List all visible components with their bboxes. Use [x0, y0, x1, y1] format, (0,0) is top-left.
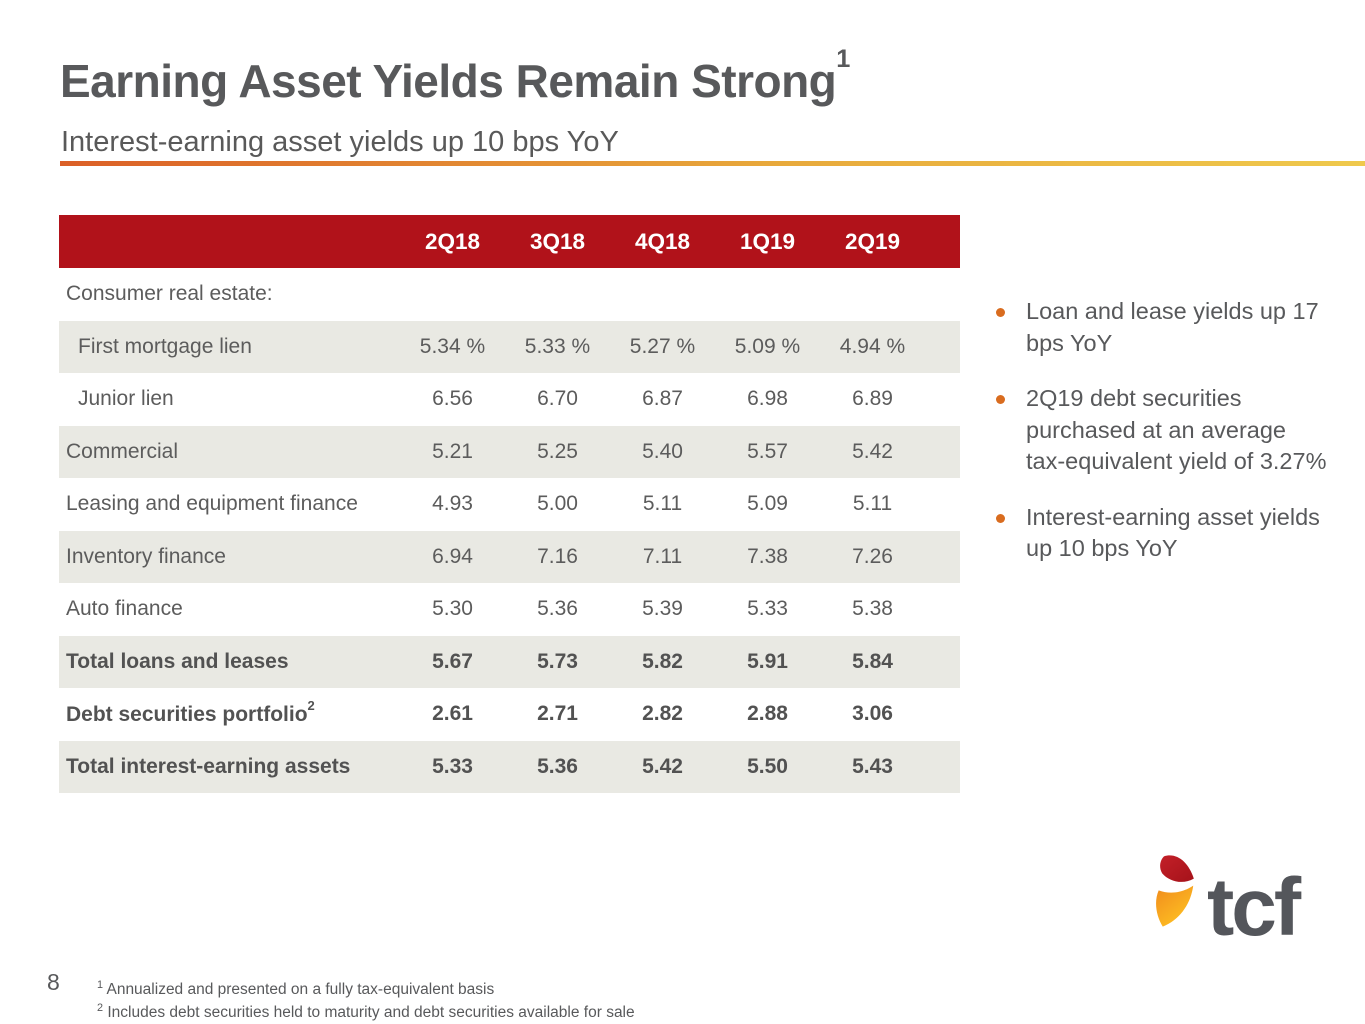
- row-value: 5.36: [537, 597, 578, 621]
- row-label: First mortgage lien: [78, 334, 252, 358]
- page-number: 8: [47, 969, 60, 995]
- row-value: 5.36: [537, 754, 578, 778]
- table-row: Total loans and leases 5.67 5.73 5.82 5.91 5.…: [59, 635, 960, 688]
- table-row: Inventory finance 6.94 7.16 7.11 7.38 7.26: [59, 530, 960, 583]
- highlight-item: Interest-earning asset yields up 10 bps …: [996, 502, 1341, 565]
- row-label: Total interest-earning assets: [66, 754, 351, 778]
- tcf-logo: tcf: [1152, 850, 1301, 954]
- row-value: 5.33: [432, 754, 473, 778]
- row-value: 5.82: [642, 649, 683, 673]
- row-value: 5.91: [747, 649, 788, 673]
- row-value: 5.25: [537, 439, 578, 463]
- row-value: 7.16: [537, 544, 578, 568]
- row-value: 5.39: [642, 597, 683, 621]
- column-header-4q18: 4Q18: [634, 228, 691, 254]
- row-value: 5.33: [747, 597, 788, 621]
- column-header-2q19: 2Q19: [844, 228, 901, 254]
- row-label: Auto finance: [66, 597, 183, 621]
- row-value: 4.94 %: [839, 334, 906, 358]
- highlight-text: Interest-earning asset yields up 10 bps …: [1026, 503, 1320, 562]
- row-value: 7.38: [747, 544, 788, 568]
- title-footnote-ref: 1: [836, 44, 850, 73]
- row-value: 2.71: [537, 702, 578, 726]
- row-value: 5.33 %: [524, 334, 591, 358]
- row-value: 2.61: [432, 702, 473, 726]
- table-row: Leasing and equipment finance 4.93 5.00 5.1…: [59, 478, 960, 531]
- row-value: 4.93: [432, 492, 473, 516]
- row-value: 6.56: [432, 387, 473, 411]
- row-value: 5.11: [852, 492, 893, 516]
- accent-divider: [60, 161, 1365, 166]
- row-value: 3.06: [852, 702, 893, 726]
- row-label: Junior lien: [78, 387, 174, 411]
- row-value: 5.73: [537, 649, 578, 673]
- row-value: 6.89: [852, 387, 893, 411]
- row-value: 5.34 %: [419, 334, 486, 358]
- table-row: First mortgage lien 5.34 % 5.33 % 5.27 % 5.0…: [59, 320, 960, 373]
- highlight-item: 2Q19 debt securities purchased at an ave…: [996, 383, 1341, 478]
- highlight-text: Loan and lease yields up 17 bps YoY: [1026, 298, 1319, 356]
- table-row: Commercial 5.21 5.25 5.40 5.57 5.42: [59, 425, 960, 478]
- table-row: Consumer real estate:: [59, 268, 960, 321]
- row-value: 6.94: [432, 544, 473, 568]
- row-label: Total loans and leases: [66, 649, 289, 673]
- table-row: Debt securities portfolio2 2.61 2.71 2.82 2.…: [59, 688, 960, 741]
- row-label-footnote-ref: 2: [307, 701, 315, 713]
- row-value: 5.00: [537, 492, 578, 516]
- row-label: Commercial: [66, 439, 179, 463]
- yields-table-header: 2Q18 3Q18 4Q18 1Q19 2Q19: [59, 215, 960, 268]
- row-value: 5.84: [852, 649, 893, 673]
- row-label: Consumer real estate:: [66, 282, 273, 306]
- row-value: 5.42: [852, 439, 893, 463]
- column-header-1q19: 1Q19: [739, 228, 796, 254]
- row-value: 5.38: [852, 597, 893, 621]
- row-value: 5.11: [642, 492, 683, 516]
- bullet-dot-icon: [996, 513, 1005, 523]
- row-value: 5.09: [747, 492, 788, 516]
- row-value: 5.67: [432, 649, 473, 673]
- row-value: 6.87: [642, 387, 683, 411]
- row-value: 7.26: [852, 544, 893, 568]
- page-subtitle: Interest-earning asset yields up 10 bps …: [61, 126, 619, 158]
- row-value: 2.82: [642, 702, 683, 726]
- row-value: 5.50: [747, 754, 788, 778]
- row-value: 5.40: [642, 439, 683, 463]
- row-value: 6.98: [747, 387, 788, 411]
- row-value: 2.88: [747, 702, 788, 726]
- row-value: 5.42: [642, 754, 683, 778]
- tcf-logo-text: tcf: [1207, 862, 1301, 954]
- row-value: 6.70: [537, 387, 578, 411]
- yields-table: 2Q18 3Q18 4Q18 1Q19 2Q19 Consumer real estat…: [59, 215, 960, 793]
- footnote-marker: 2: [97, 1002, 104, 1015]
- row-label: Inventory finance: [66, 544, 226, 568]
- column-header-3q18: 3Q18: [529, 228, 586, 254]
- column-header-2q18: 2Q18: [424, 228, 481, 254]
- highlights-list: Loan and lease yields up 17 bps YoY 2Q19 …: [996, 296, 1341, 589]
- row-label: Leasing and equipment finance: [66, 492, 358, 516]
- page-title: Earning Asset Yields Remain Strong1: [60, 45, 850, 108]
- footnote: 2 Includes debt securities held to matur…: [97, 1002, 635, 1022]
- row-value: 7.11: [642, 544, 683, 568]
- row-value: 5.30: [432, 597, 473, 621]
- row-value: 5.43: [852, 754, 893, 778]
- highlight-text: 2Q19 debt securities purchased at an ave…: [1026, 385, 1327, 474]
- tcf-flame-icon: [1156, 855, 1194, 927]
- row-label: Debt securities portfolio2: [59, 701, 400, 727]
- footnotes: 1 Annualized and presented on a fully ta…: [97, 976, 635, 1022]
- footnote: 1 Annualized and presented on a fully ta…: [97, 979, 495, 999]
- table-row: Junior lien 6.56 6.70 6.87 6.98 6.89: [59, 373, 960, 426]
- bullet-dot-icon: [996, 395, 1005, 404]
- row-value: 5.57: [747, 439, 788, 463]
- bullet-dot-icon: [996, 308, 1005, 317]
- footnote-marker: 1: [97, 979, 104, 991]
- page-title-text: Earning Asset Yields Remain Strong: [60, 55, 837, 107]
- highlight-item: Loan and lease yields up 17 bps YoY: [996, 296, 1341, 359]
- yields-table-body: Consumer real estate: First mortgage lien…: [59, 268, 960, 793]
- table-row: Auto finance 5.30 5.36 5.39 5.33 5.38: [59, 583, 960, 636]
- row-value: 5.21: [432, 439, 473, 463]
- row-value: 5.09 %: [734, 334, 801, 358]
- table-row: Total interest-earning assets 5.33 5.36 5.4…: [59, 740, 960, 793]
- row-value: 5.27 %: [629, 334, 696, 358]
